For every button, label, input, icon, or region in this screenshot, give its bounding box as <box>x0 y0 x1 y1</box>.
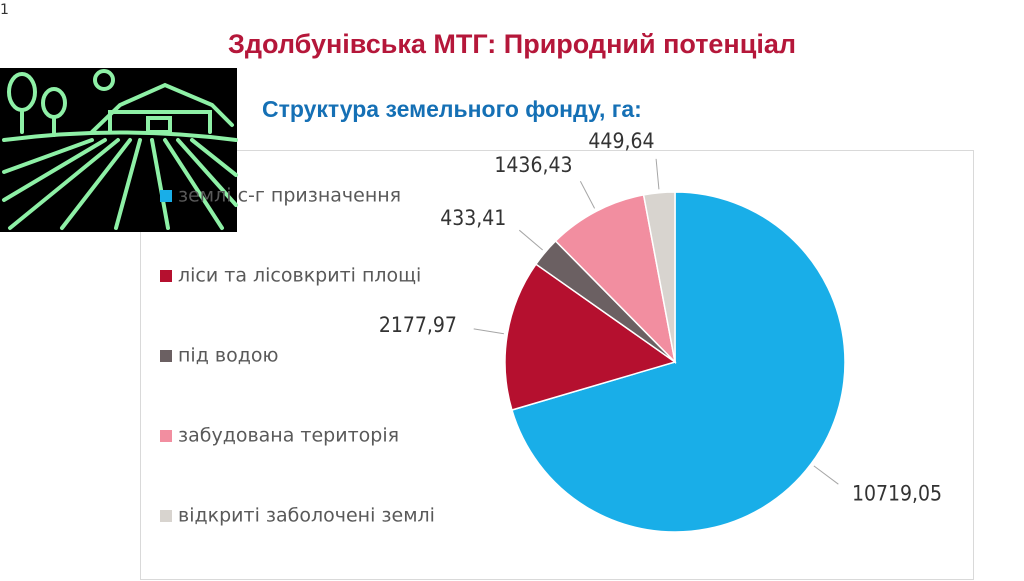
leader-line <box>579 181 596 209</box>
chart-title: Здолбунівська МТГ: Природний потенціал <box>228 29 796 59</box>
pie-slice <box>504 263 677 411</box>
leader-line <box>473 328 504 335</box>
pie-slice <box>642 191 676 363</box>
pie-slice <box>554 194 677 365</box>
legend-label: землі с-г призначення <box>178 185 401 207</box>
leader-line <box>655 158 660 190</box>
slide-number: 1 <box>0 2 9 18</box>
data-label: 1436,43 <box>494 153 572 177</box>
data-label: 433,41 <box>440 206 506 230</box>
legend-swatch <box>160 190 172 202</box>
data-label: 2177,97 <box>379 313 457 337</box>
data-label: 449,64 <box>588 129 654 153</box>
chart-subtitle: Структура земельного фонду, га: <box>262 96 642 122</box>
leader-line <box>518 229 543 251</box>
leader-line <box>813 465 839 485</box>
legend-swatch <box>160 510 172 522</box>
legend-swatch <box>160 350 172 362</box>
legend-swatch <box>160 430 172 442</box>
farm-icon <box>0 68 238 232</box>
legend-label: відкриті заболочені землі <box>178 505 435 527</box>
data-label: 10719,05 <box>852 481 942 505</box>
legend-swatch <box>160 270 172 282</box>
legend-label: ліси та лісовкриті площі <box>178 265 421 287</box>
pie-slice <box>510 191 846 533</box>
legend-label: під водою <box>178 345 278 367</box>
legend-label: забудована територія <box>178 425 399 447</box>
